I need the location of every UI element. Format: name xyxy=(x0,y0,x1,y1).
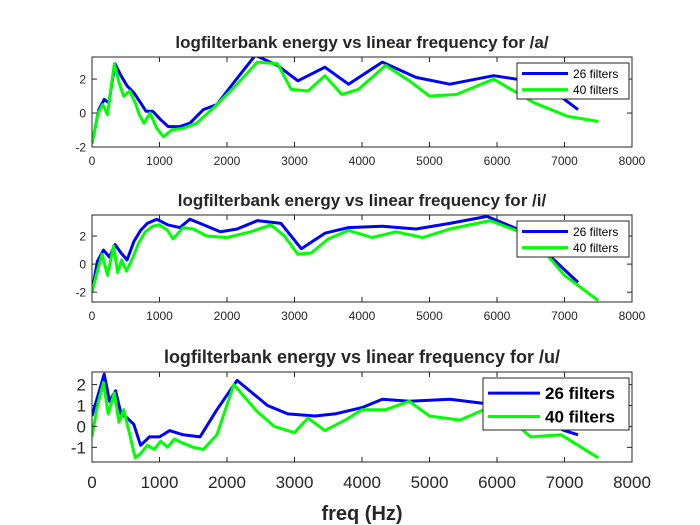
series-line-blue xyxy=(92,215,580,293)
y-tick-label: 2 xyxy=(79,72,86,86)
x-tick-label: 2000 xyxy=(214,154,241,168)
series-line-blue xyxy=(92,57,579,144)
x-tick-label: 1000 xyxy=(146,309,173,323)
x-tick-label: 6000 xyxy=(478,473,516,492)
subplot-1: logfilterbank energy vs linear frequency… xyxy=(75,33,645,168)
x-tick-label: 0 xyxy=(87,473,96,492)
legend: 26 filters 40 filters xyxy=(516,62,630,100)
y-tick-label: 0 xyxy=(79,257,86,271)
y-tick-label: -1 xyxy=(71,438,86,457)
x-tick-label: 7000 xyxy=(551,154,578,168)
legend-label: 26 filters xyxy=(573,67,618,81)
legend-label: 40 filters xyxy=(545,408,615,427)
legend: 26 filters 40 filters xyxy=(516,220,630,258)
legend-box xyxy=(482,377,630,431)
x-tick-label: 3000 xyxy=(281,154,308,168)
legend: 26 filters 40 filters xyxy=(482,377,630,431)
legend-box xyxy=(516,220,630,258)
legend-label: 26 filters xyxy=(545,384,615,403)
y-tick-label: -2 xyxy=(75,285,86,299)
legend-label: 26 filters xyxy=(573,225,618,239)
x-tick-label: 7000 xyxy=(551,309,578,323)
x-tick-label: 4000 xyxy=(349,154,376,168)
legend-box xyxy=(516,62,630,100)
figure-xlabel: freq (Hz) xyxy=(321,503,402,525)
x-tick-label: 0 xyxy=(89,309,96,323)
x-tick-label: 7000 xyxy=(546,473,584,492)
y-tick-label: 0 xyxy=(79,106,86,120)
x-tick-label: 6000 xyxy=(484,154,511,168)
x-tick-label: 8000 xyxy=(613,473,651,492)
x-tick-label: 2000 xyxy=(208,473,246,492)
legend-label: 40 filters xyxy=(573,83,618,97)
x-tick-label: 5000 xyxy=(416,309,443,323)
series-line-green xyxy=(92,219,600,302)
x-tick-label: 8000 xyxy=(619,309,646,323)
series-line-green xyxy=(92,381,600,460)
x-tick-label: 1000 xyxy=(141,473,179,492)
x-tick-label: 0 xyxy=(89,154,96,168)
x-tick-label: 2000 xyxy=(214,309,241,323)
series-line-green xyxy=(92,60,599,144)
x-tick-label: 5000 xyxy=(411,473,449,492)
x-tick-label: 3000 xyxy=(281,309,308,323)
chart-title: logfilterbank energy vs linear frequency… xyxy=(164,347,560,367)
y-tick-label: -2 xyxy=(75,140,86,154)
y-tick-label: 0 xyxy=(77,418,86,437)
legend-label: 40 filters xyxy=(573,241,618,255)
chart-title: logfilterbank energy vs linear frequency… xyxy=(178,191,547,210)
x-tick-label: 4000 xyxy=(343,473,381,492)
x-tick-label: 8000 xyxy=(619,154,646,168)
x-tick-label: 4000 xyxy=(349,309,376,323)
series-line-blue xyxy=(92,372,579,447)
x-tick-label: 1000 xyxy=(146,154,173,168)
x-tick-label: 6000 xyxy=(484,309,511,323)
subplot-2: logfilterbank energy vs linear frequency… xyxy=(75,191,645,323)
x-tick-label: 3000 xyxy=(276,473,314,492)
subplot-3: logfilterbank energy vs linear frequency… xyxy=(71,347,651,492)
chart-title: logfilterbank energy vs linear frequency… xyxy=(175,33,548,52)
y-tick-label: 2 xyxy=(79,229,86,243)
y-tick-label: 1 xyxy=(77,397,86,416)
x-tick-label: 5000 xyxy=(416,154,443,168)
y-tick-label: 2 xyxy=(77,376,86,395)
